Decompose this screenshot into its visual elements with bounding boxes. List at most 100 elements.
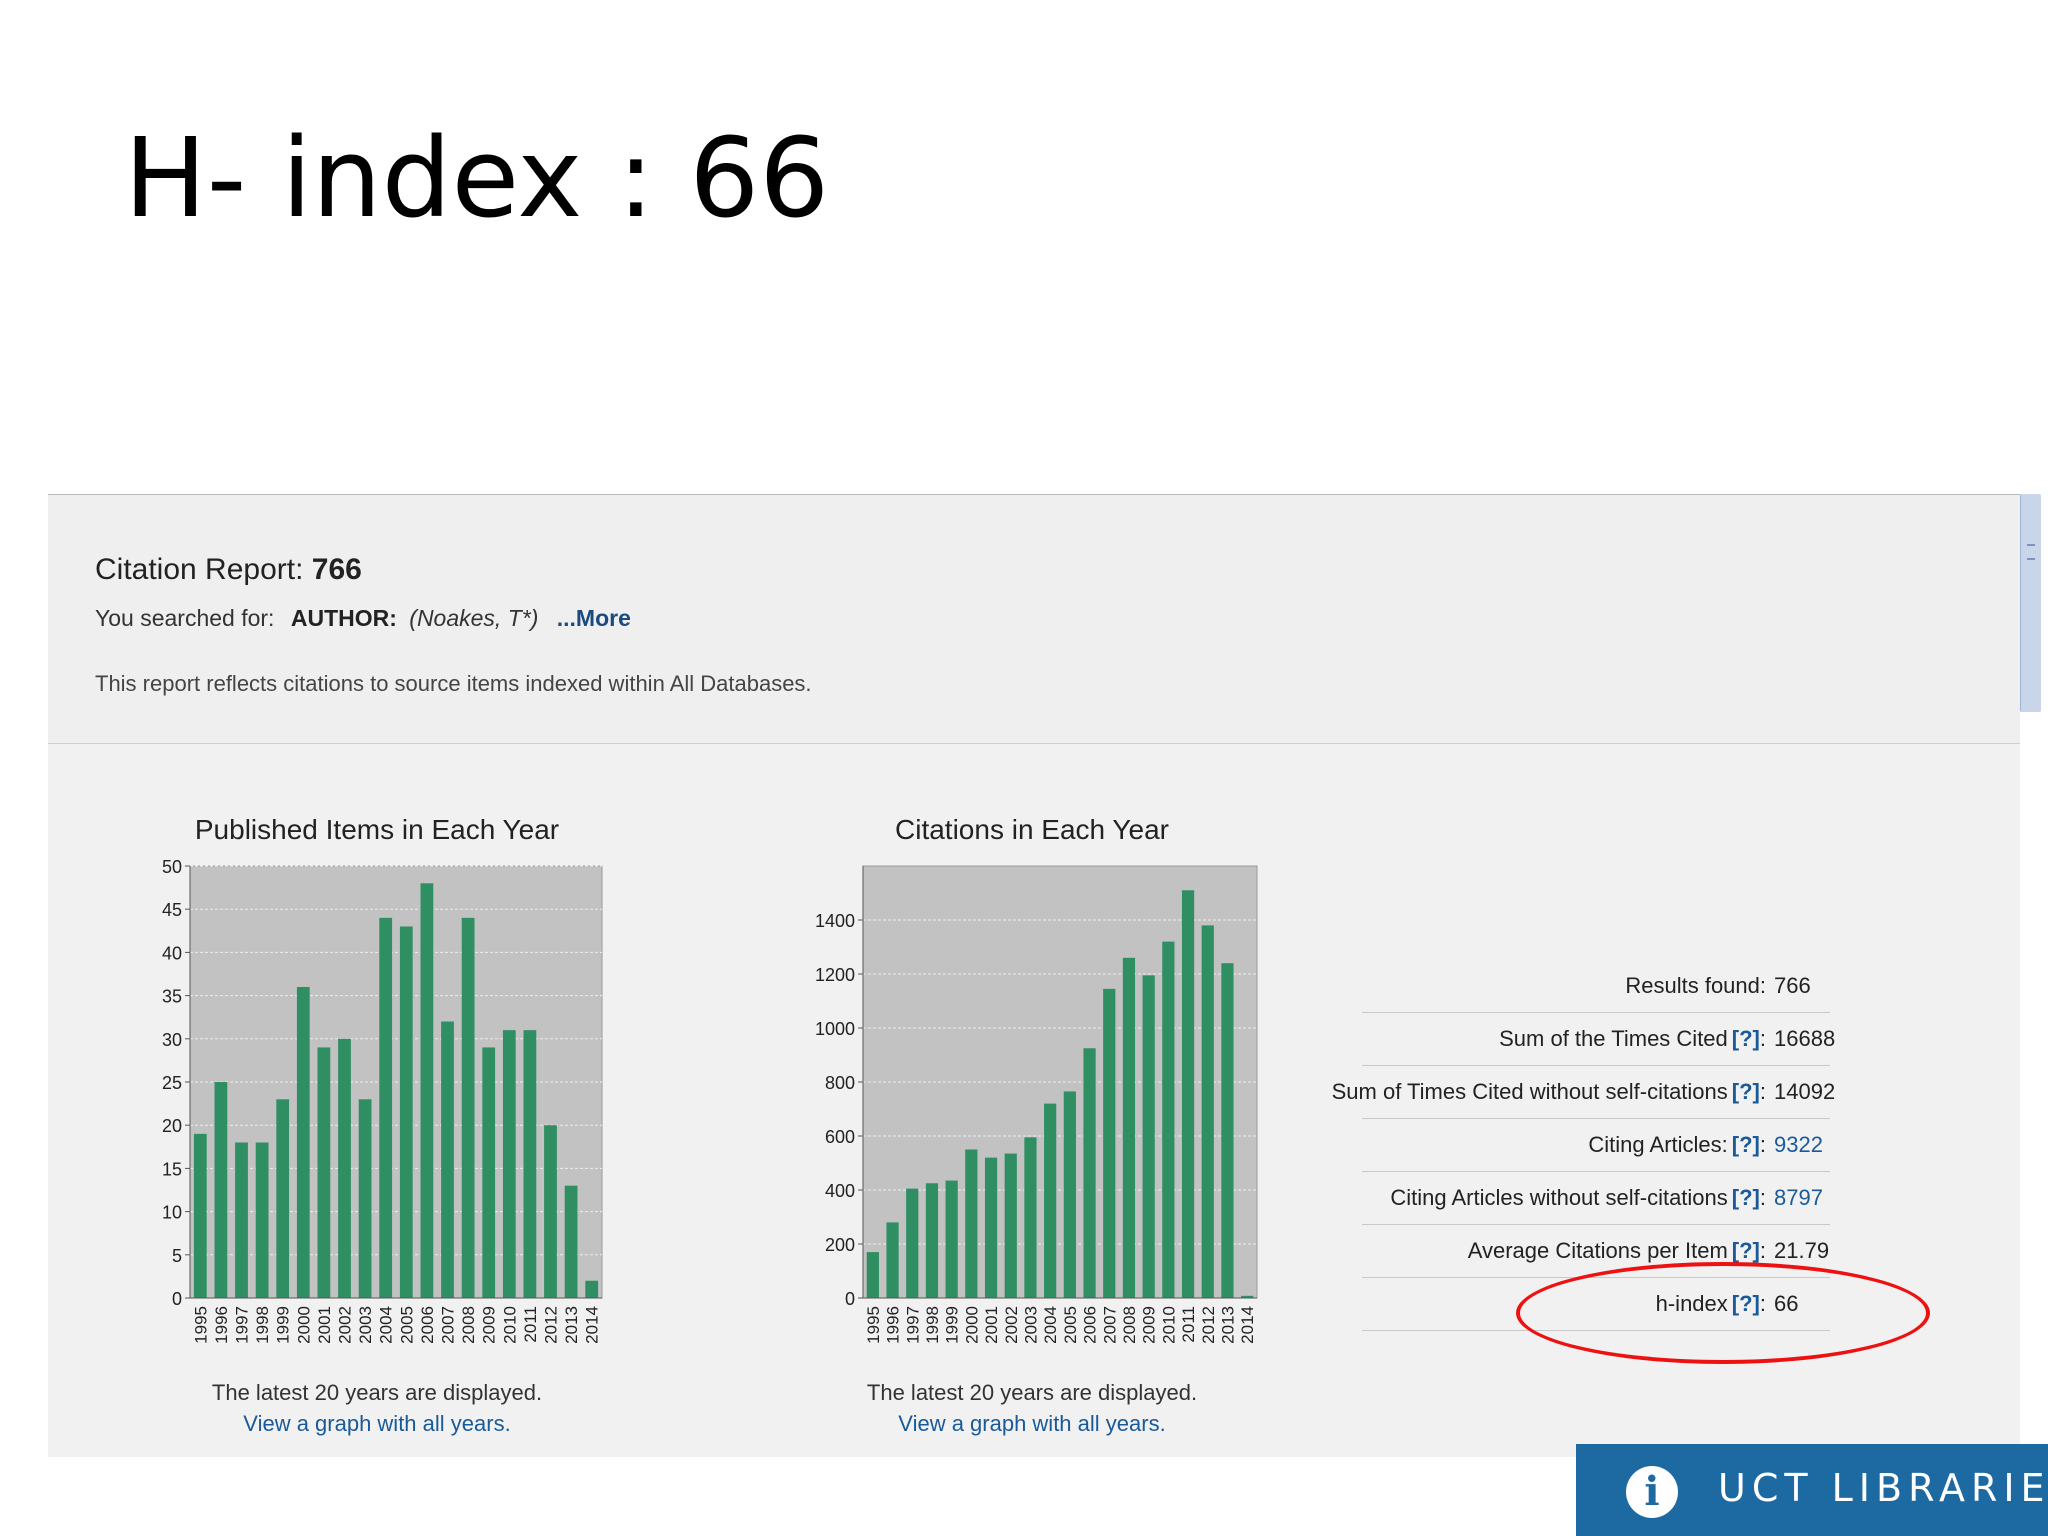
x-tick-label: 2008	[1120, 1306, 1139, 1344]
bar	[1063, 1091, 1076, 1298]
stat-row: Sum of the Times Cited [?]:16688	[1362, 1013, 1835, 1066]
y-tick-label: 1200	[815, 965, 855, 985]
bar	[585, 1280, 599, 1298]
stat-row: Results found: 766	[1362, 960, 1830, 1013]
x-tick-label: 2002	[1002, 1306, 1021, 1344]
published-items-chart: 0 5 10 15 20 25 30 35 40 45 50 1995 1996 1997 1998 1999…	[162, 857, 603, 1344]
stat-value: 21.79	[1774, 1238, 1830, 1263]
stat-value: 14092	[1774, 1079, 1836, 1104]
bar	[564, 1185, 578, 1298]
stat-label: Citing Articles:	[1588, 1132, 1728, 1157]
bar	[1004, 1153, 1017, 1298]
bar	[544, 1125, 557, 1298]
x-tick-label: 1996	[884, 1306, 903, 1344]
logo-text: UCT LIBRARIES	[1718, 1466, 2048, 1510]
searched-key: AUTHOR:	[290, 605, 397, 631]
x-tick-label: 2012	[542, 1306, 561, 1344]
info-i-icon: i	[1626, 1466, 1678, 1518]
y-tick-label: 200	[825, 1235, 855, 1255]
bar	[1241, 1295, 1254, 1298]
x-tick-label: 2013	[1218, 1306, 1237, 1344]
bar	[965, 1149, 978, 1298]
stat-label: Sum of the Times Cited	[1499, 1026, 1728, 1051]
highlight-ellipse	[1516, 1262, 1930, 1364]
stat-row: Citing Articles: [?]:9322	[1362, 1119, 1830, 1172]
x-tick-label: 1995	[864, 1306, 883, 1344]
bar	[1044, 1103, 1057, 1298]
x-tick-label: 1998	[923, 1306, 942, 1344]
x-tick-label: 2007	[1100, 1306, 1119, 1344]
x-tick-label: 1999	[274, 1306, 293, 1344]
x-tick-label: 2005	[1061, 1306, 1080, 1344]
report-scope-note: This report reflects citations to source…	[95, 671, 812, 696]
x-tick-label: 2003	[356, 1306, 375, 1344]
help-link[interactable]: [?]	[1731, 1185, 1760, 1210]
bar	[296, 986, 310, 1298]
bar	[1221, 963, 1234, 1298]
y-tick-label: 800	[825, 1073, 855, 1093]
x-tick-label: 2011	[1179, 1306, 1198, 1343]
y-tick-label: 20	[162, 1116, 182, 1136]
bar	[358, 1099, 372, 1298]
stat-label: Sum of Times Cited without self-citation…	[1331, 1079, 1728, 1104]
bar	[523, 1030, 537, 1298]
x-tick-label: 2007	[439, 1306, 458, 1344]
x-tick-label: 2003	[1021, 1306, 1040, 1344]
scrollbar-thumb[interactable]	[2020, 494, 2041, 712]
stat-value[interactable]: 9322	[1774, 1132, 1823, 1157]
x-tick-label: 2006	[1081, 1306, 1100, 1344]
help-link[interactable]: [?]	[1731, 1026, 1760, 1051]
y-tick-label: 50	[162, 857, 182, 877]
y-tick-label: 400	[825, 1181, 855, 1201]
help-link[interactable]: [?]	[1731, 1238, 1760, 1263]
y-tick-label: 1400	[815, 911, 855, 931]
y-tick-label: 35	[162, 987, 182, 1007]
x-tick-label: 2004	[377, 1306, 396, 1344]
stat-label: Average Citations per Item	[1467, 1238, 1728, 1263]
help-link[interactable]: [?]	[1731, 1079, 1760, 1104]
published-chart-title: Published Items in Each Year	[194, 814, 560, 845]
bar	[866, 1252, 879, 1298]
citations-view-all-link[interactable]: View a graph with all years.	[898, 1411, 1166, 1436]
slide-title: H- index : 66	[124, 114, 830, 242]
y-tick-label: 5	[172, 1246, 182, 1266]
x-tick-label: 1996	[212, 1306, 231, 1344]
stat-row: Citing Articles without self-citations [?…	[1362, 1172, 1830, 1225]
x-tick-label: 2014	[1238, 1306, 1257, 1344]
bar	[441, 1021, 454, 1298]
bar	[338, 1038, 351, 1298]
stat-label: Results found:	[1625, 973, 1766, 998]
x-tick-label: 2002	[336, 1306, 355, 1344]
bar	[886, 1222, 899, 1298]
stat-colon: :	[1759, 1238, 1766, 1263]
bar	[379, 917, 393, 1298]
bar	[1181, 890, 1195, 1298]
uct-libraries-logo: i UCT LIBRARIES	[1576, 1444, 2048, 1536]
stat-value[interactable]: 8797	[1774, 1185, 1823, 1210]
x-tick-label: 2014	[583, 1306, 602, 1344]
bar	[399, 926, 413, 1298]
y-tick-label: 1000	[815, 1019, 855, 1039]
bar	[1142, 975, 1155, 1298]
y-tick-label: 600	[825, 1127, 855, 1147]
x-tick-label: 2010	[1159, 1306, 1178, 1344]
bar	[1162, 941, 1175, 1298]
x-tick-label: 2008	[459, 1306, 478, 1344]
bar	[945, 1180, 958, 1298]
y-tick-label: 45	[162, 900, 182, 920]
stat-value: 766	[1774, 973, 1811, 998]
x-tick-label: 2009	[480, 1306, 499, 1344]
published-displayed-note: The latest 20 years are displayed.	[211, 1380, 543, 1405]
y-tick-label: 0	[172, 1289, 182, 1309]
stat-colon: :	[1759, 1185, 1766, 1210]
bar	[235, 1142, 248, 1298]
x-tick-label: 1999	[943, 1306, 962, 1344]
more-link[interactable]: ...More	[556, 605, 631, 631]
citations-displayed-note: The latest 20 years are displayed.	[866, 1380, 1198, 1405]
bar	[482, 1047, 496, 1298]
stat-colon: :	[1759, 1026, 1766, 1051]
published-view-all-link[interactable]: View a graph with all years.	[243, 1411, 511, 1436]
bar	[317, 1047, 331, 1298]
help-link[interactable]: [?]	[1731, 1132, 1760, 1157]
x-tick-label: 2006	[418, 1306, 437, 1344]
